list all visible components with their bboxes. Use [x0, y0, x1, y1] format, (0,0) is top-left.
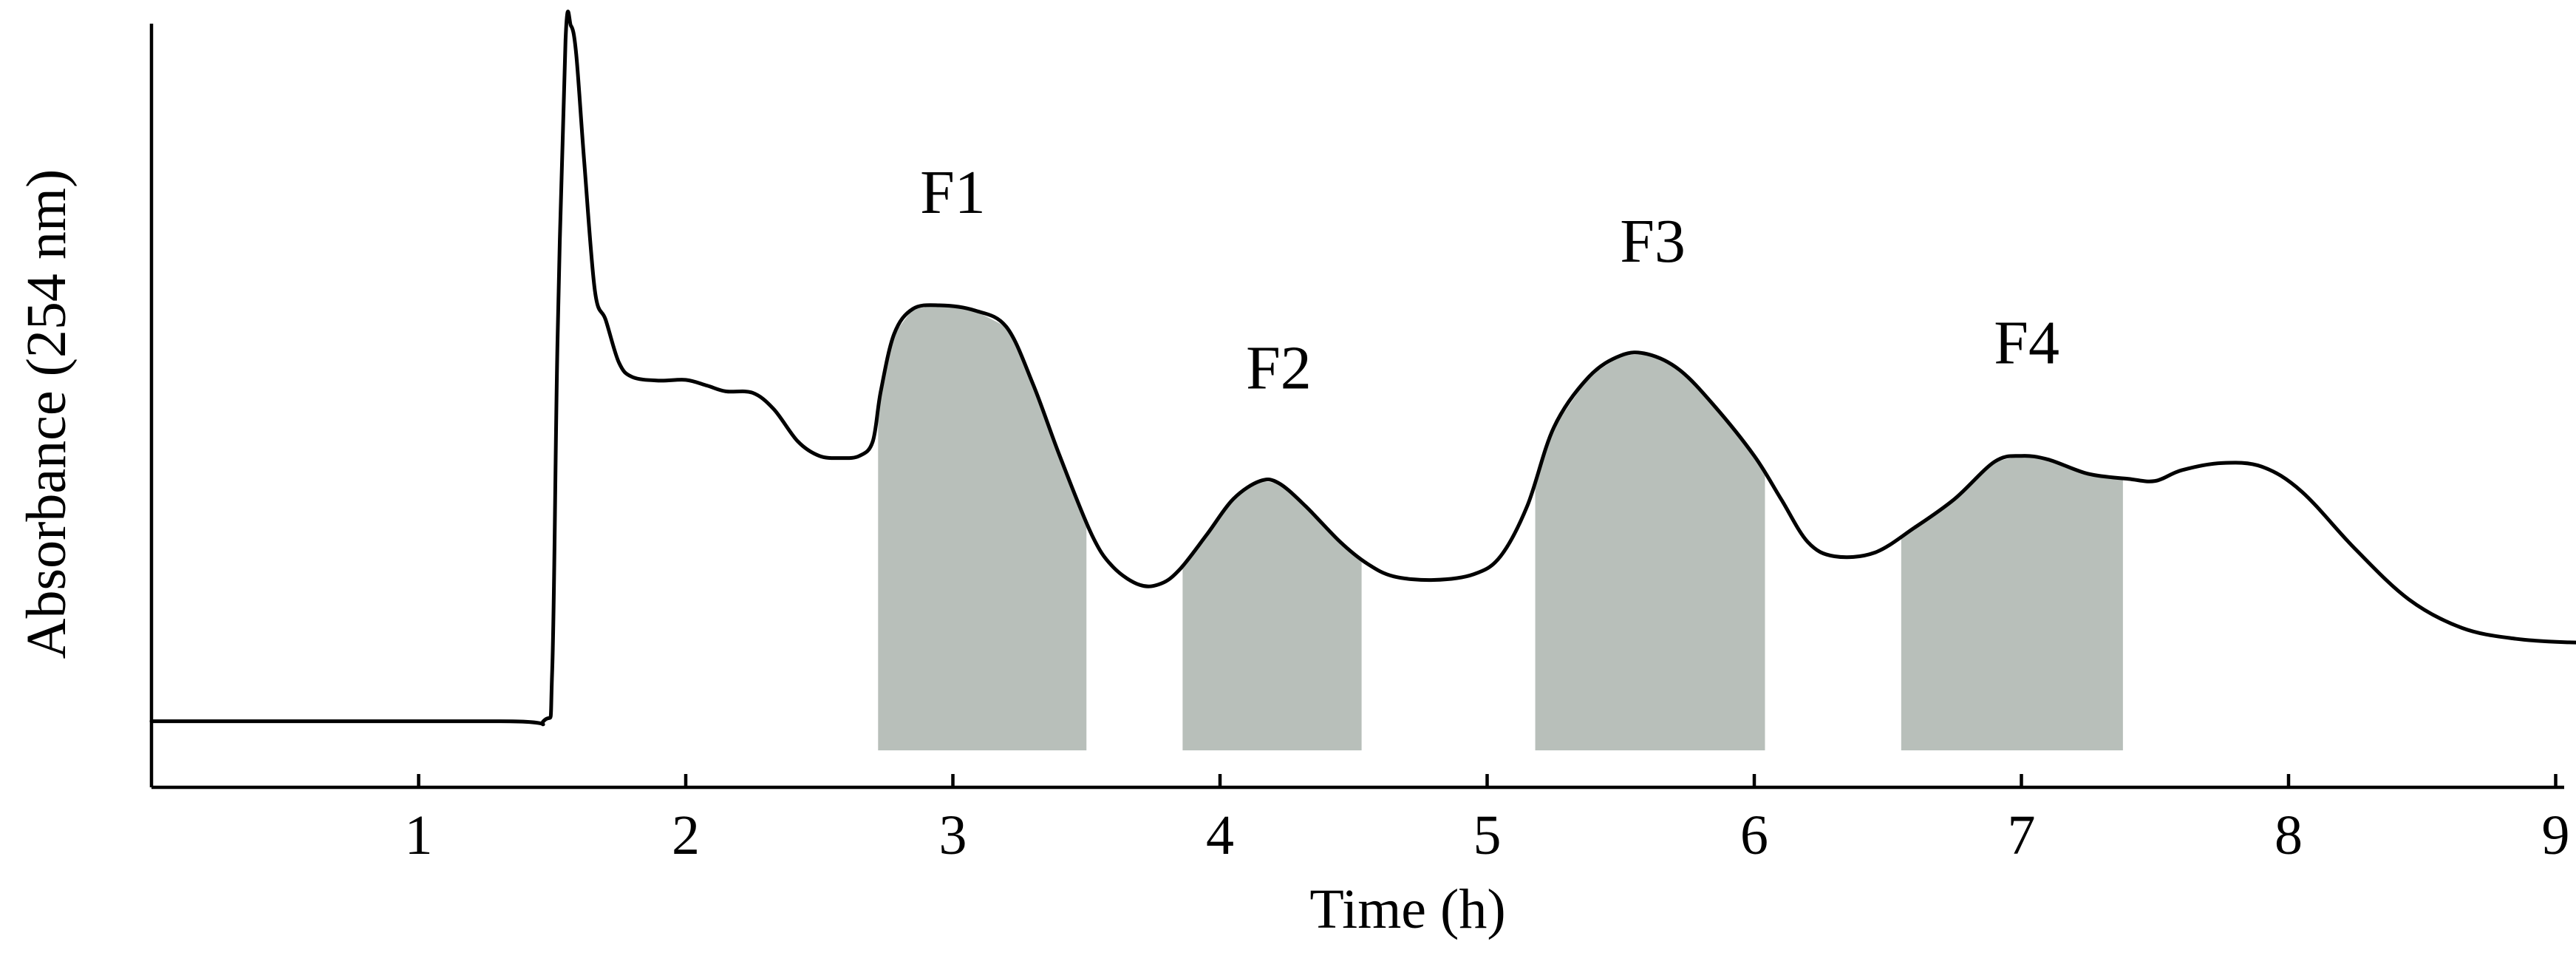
absorbance-trace — [149, 10, 2576, 727]
fraction-label-f3: F3 — [1620, 207, 1686, 276]
fraction-label-f1: F1 — [920, 158, 986, 227]
fraction-label-f2: F2 — [1246, 334, 1312, 403]
fraction-band-f3 — [1535, 354, 1765, 750]
x-tick-label: 1 — [405, 804, 433, 866]
x-axis-title: Time (h) — [1309, 878, 1505, 940]
x-tick-label: 6 — [1740, 804, 1768, 866]
fraction-label-f4: F4 — [1994, 309, 2059, 378]
x-tick-label: 3 — [939, 804, 967, 866]
x-axis-ticks: 1 2 3 4 5 6 7 8 9 — [405, 774, 2570, 866]
fraction-bands — [878, 305, 2123, 750]
fraction-band-f1 — [878, 305, 1087, 750]
fraction-labels: F1 F2 F3 F4 — [920, 158, 2059, 403]
x-tick-label: 7 — [2008, 804, 2036, 866]
fraction-band-f4 — [1901, 456, 2123, 750]
fraction-band-f2 — [1182, 481, 1362, 750]
y-axis-title: Absorbance (254 nm) — [16, 169, 78, 659]
x-tick-label: 2 — [672, 804, 700, 866]
x-tick-label: 8 — [2275, 804, 2303, 866]
x-tick-label: 4 — [1206, 804, 1234, 866]
x-tick-label: 5 — [1473, 804, 1502, 866]
x-tick-label: 9 — [2542, 804, 2570, 866]
